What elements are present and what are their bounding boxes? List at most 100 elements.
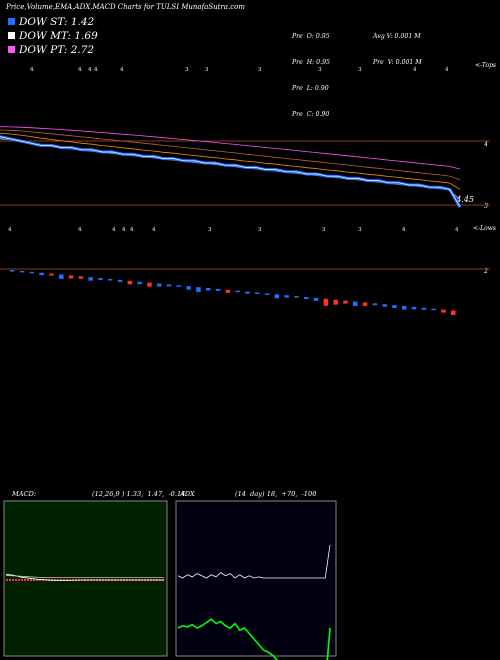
- volume-bar: [206, 288, 211, 291]
- volume-bar: [215, 288, 221, 291]
- macd-label: MACD:: [12, 490, 37, 498]
- volume-bars: [10, 270, 456, 315]
- volume-bar: [29, 271, 35, 274]
- volume-bar: [304, 297, 309, 299]
- volume-bar: [147, 282, 152, 287]
- low-tick-label: 4: [122, 227, 126, 233]
- volume-bar: [362, 302, 368, 306]
- adx-plus-di-line: [177, 618, 331, 660]
- volume-bar: [264, 293, 270, 295]
- volume-bar: [323, 298, 329, 306]
- macd-params: (12,26,9 ) 1.33, 1.47, -0.14: [92, 490, 186, 498]
- volume-bar: [284, 295, 289, 298]
- stat-pre-open: Pre O: 0.95: [292, 33, 330, 41]
- legend-dow-mt: DOW MT: 1.69: [8, 30, 98, 42]
- top-tick-label: 4: [94, 67, 98, 73]
- volume-bar: [411, 306, 417, 310]
- volume-bar: [137, 281, 142, 285]
- volume-bar: [451, 310, 456, 315]
- adx-params: (14 day) 18, +70, -100: [235, 490, 317, 498]
- low-tick-label: 3: [208, 227, 212, 233]
- volume-bar: [235, 290, 240, 293]
- volume-bar: [127, 280, 133, 285]
- price-label-4: 4: [484, 141, 488, 148]
- volume-bar: [245, 291, 250, 294]
- volume-bar: [294, 296, 299, 298]
- volume-bar: [166, 284, 172, 287]
- price-label-3: 3: [484, 203, 488, 210]
- legend-swatch-pt: [8, 46, 15, 53]
- volume-bar: [49, 273, 54, 276]
- volume-bar: [157, 283, 162, 287]
- legend-label-pt: DOW PT: 2.72: [19, 44, 95, 56]
- price-label-2: 2: [484, 268, 488, 275]
- macd-line: [5, 573, 164, 581]
- top-tick-label: 4: [78, 67, 82, 73]
- legend-dow-pt: DOW PT: 2.72: [8, 44, 94, 56]
- top-tick-label: 3: [205, 67, 209, 73]
- macd-signal-line: [5, 574, 164, 578]
- top-tick-label: 3: [318, 67, 322, 73]
- low-tick-label: 4: [112, 227, 116, 233]
- volume-bar: [186, 286, 191, 290]
- price-band: [0, 135, 462, 208]
- tops-label: <-Tops: [475, 62, 496, 69]
- low-tick-label: 4: [152, 227, 156, 233]
- stats-volume: Avg V: 0.001 M Pre V: 0.001 M: [373, 16, 422, 76]
- low-tick-label: 4: [8, 227, 12, 233]
- price-line: [0, 135, 462, 208]
- legend-dow-st: DOW ST: 1.42: [8, 16, 94, 28]
- volume-bar: [225, 289, 231, 293]
- macd-lines: [5, 573, 164, 581]
- low-tick-label: 4: [78, 227, 82, 233]
- ema-line-medium: [0, 132, 461, 190]
- volume-bar: [176, 285, 182, 287]
- volume-bar: [78, 276, 84, 279]
- volume-bar: [441, 309, 446, 313]
- ema-line-long: [0, 129, 461, 181]
- legend-swatch-st: [8, 18, 15, 25]
- top-tick-label: 4: [88, 67, 92, 73]
- volume-bar: [88, 277, 93, 281]
- volume-bar: [10, 270, 15, 272]
- ema-lines: [0, 126, 461, 200]
- volume-bar: [117, 279, 123, 282]
- top-tick-label: 3: [258, 67, 262, 73]
- ema-line-xlong: [0, 126, 461, 170]
- volume-bar: [402, 306, 407, 310]
- legend-swatch-mt: [8, 32, 15, 39]
- volume-bar: [108, 279, 113, 281]
- top-tick-label: 4: [413, 67, 417, 73]
- volume-bar: [39, 272, 44, 276]
- volume-bar: [59, 274, 64, 279]
- top-tick-label: 3: [358, 67, 362, 73]
- volume-bar: [392, 305, 397, 309]
- top-tick-label: 4: [30, 67, 34, 73]
- volume-bar: [313, 297, 319, 301]
- low-tick-label: 4: [130, 227, 134, 233]
- last-price-label: 4.45: [456, 195, 474, 204]
- legend-label-mt: DOW MT: 1.69: [19, 30, 98, 42]
- top-tick-label: 4: [120, 67, 124, 73]
- volume-bar: [98, 278, 103, 281]
- stat-pre-close: Pre C: 0.90: [292, 110, 330, 118]
- volume-bar: [333, 299, 338, 305]
- adx-minus-di-line: [177, 544, 331, 579]
- volume-bar: [382, 304, 387, 307]
- volume-bar: [68, 275, 74, 279]
- volume-bar: [372, 303, 378, 306]
- volume-bar: [343, 300, 348, 304]
- volume-bar: [19, 270, 25, 273]
- volume-bar: [255, 292, 260, 294]
- low-tick-label: 4: [402, 227, 406, 233]
- legend-label-st: DOW ST: 1.42: [19, 16, 95, 28]
- lows-label: <-Lows: [473, 225, 496, 232]
- stats-pre-values: Pre O: 0.95 Pre H: 0.95 Pre L: 0.90 Pre …: [292, 16, 330, 128]
- stat-pre-high: Pre H: 0.95: [292, 58, 330, 66]
- stat-avg-volume: Avg V: 0.001 M: [373, 33, 421, 41]
- volume-bar: [274, 294, 280, 299]
- adx-panel: [175, 500, 337, 657]
